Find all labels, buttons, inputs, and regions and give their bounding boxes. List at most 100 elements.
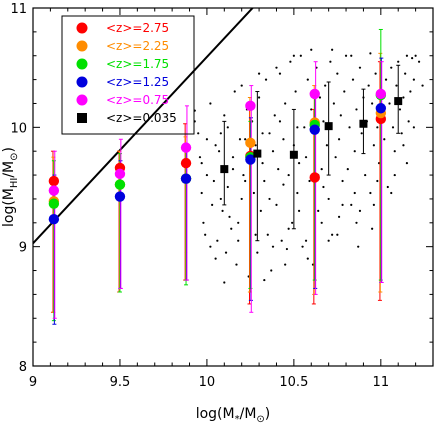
legend-marker-square: [77, 113, 87, 123]
galaxy-point: [226, 126, 229, 129]
galaxy-point: [405, 54, 409, 57]
galaxy-point: [337, 138, 341, 141]
galaxy-point: [369, 191, 372, 195]
galaxy-point: [235, 263, 238, 266]
galaxy-point: [391, 126, 395, 129]
galaxy-point: [291, 221, 294, 224]
galaxy-point: [297, 209, 301, 212]
legend-marker-circle: [76, 22, 88, 34]
data-point-square: [359, 119, 368, 128]
galaxy-point: [364, 173, 367, 177]
galaxy-point: [367, 84, 370, 87]
galaxy-point: [397, 60, 400, 63]
galaxy-point: [296, 191, 299, 195]
galaxy-point: [223, 281, 226, 284]
galaxy-point: [284, 263, 287, 266]
galaxy-point: [350, 54, 353, 57]
galaxy-point: [278, 72, 282, 75]
galaxy-point: [256, 251, 259, 254]
galaxy-point: [297, 162, 301, 165]
galaxy-point: [287, 173, 290, 177]
plot-frame: [32, 7, 434, 367]
galaxy-point: [386, 185, 389, 189]
data-point-circle: [245, 100, 256, 112]
galaxy-point: [217, 150, 221, 153]
galaxy-point: [299, 54, 302, 57]
galaxy-point: [405, 162, 409, 165]
x-tick-label: 9.5: [110, 375, 131, 390]
data-point-circle: [245, 154, 256, 165]
galaxy-point: [320, 168, 323, 171]
x-axis-label: log(M*/M⊙): [196, 406, 271, 425]
galaxy-point: [355, 221, 358, 224]
galaxy-point: [209, 102, 212, 105]
galaxy-point: [303, 126, 306, 129]
legend-marker-circle: [76, 40, 88, 52]
galaxy-point: [219, 132, 222, 135]
galaxy-point: [301, 245, 304, 248]
galaxy-point: [226, 185, 229, 189]
galaxy-point: [317, 209, 320, 212]
y-tick-label: 8: [19, 360, 27, 375]
galaxy-point: [322, 120, 325, 123]
galaxy-point: [268, 197, 271, 201]
galaxy-point: [296, 126, 299, 129]
galaxy-point: [343, 90, 346, 93]
galaxy-point: [331, 233, 334, 236]
data-point-square: [394, 97, 403, 106]
galaxy-point: [310, 48, 313, 51]
galaxy-point: [346, 168, 349, 171]
galaxy-point: [233, 90, 236, 93]
galaxy-point: [257, 72, 261, 75]
galaxy-point: [271, 245, 275, 248]
galaxy-point: [231, 156, 235, 159]
galaxy-point: [372, 203, 375, 206]
legend-label: <z>=1.25: [106, 75, 169, 89]
galaxy-point: [393, 150, 396, 153]
galaxy-point: [240, 84, 243, 87]
galaxy-point: [261, 162, 264, 165]
legend-label: <z>=1.75: [106, 57, 169, 71]
galaxy-point: [237, 239, 240, 242]
galaxy-point: [257, 96, 261, 99]
galaxy-point: [240, 197, 243, 201]
data-point-circle: [48, 185, 60, 196]
galaxy-point: [395, 84, 398, 87]
galaxy-point: [275, 203, 278, 206]
galaxy-point: [254, 233, 257, 236]
data-point-circle: [114, 191, 126, 202]
galaxy-point: [376, 126, 379, 129]
galaxy-point: [230, 227, 233, 230]
data-point-circle: [114, 179, 126, 190]
galaxy-point: [412, 78, 415, 81]
galaxy-point: [331, 48, 334, 51]
data-point-circle: [180, 142, 192, 153]
x-tick-label: 9: [29, 375, 37, 390]
galaxy-point: [271, 150, 275, 153]
galaxy-point: [412, 126, 415, 129]
y-tick-label: 9: [19, 241, 27, 256]
galaxy-point: [384, 78, 388, 81]
galaxy-point: [339, 114, 342, 117]
data-point-circle: [48, 198, 60, 209]
galaxy-point: [318, 96, 322, 99]
galaxy-point: [216, 239, 219, 242]
galaxy-point: [285, 247, 289, 251]
galaxy-point: [198, 156, 202, 159]
data-point-circle: [180, 157, 192, 169]
galaxy-point: [261, 132, 264, 135]
galaxy-point: [409, 90, 412, 93]
galaxy-point: [204, 233, 207, 236]
galaxy-point: [244, 138, 247, 141]
galaxy-point: [282, 138, 285, 141]
galaxy-point: [327, 197, 330, 201]
galaxy-point: [402, 96, 405, 99]
data-point-circle: [309, 88, 320, 100]
galaxy-point: [252, 191, 255, 195]
galaxy-point: [306, 78, 309, 81]
galaxy-point: [259, 209, 262, 212]
galaxy-point: [325, 144, 329, 147]
galaxy-point: [211, 203, 214, 206]
galaxy-point: [268, 132, 271, 135]
